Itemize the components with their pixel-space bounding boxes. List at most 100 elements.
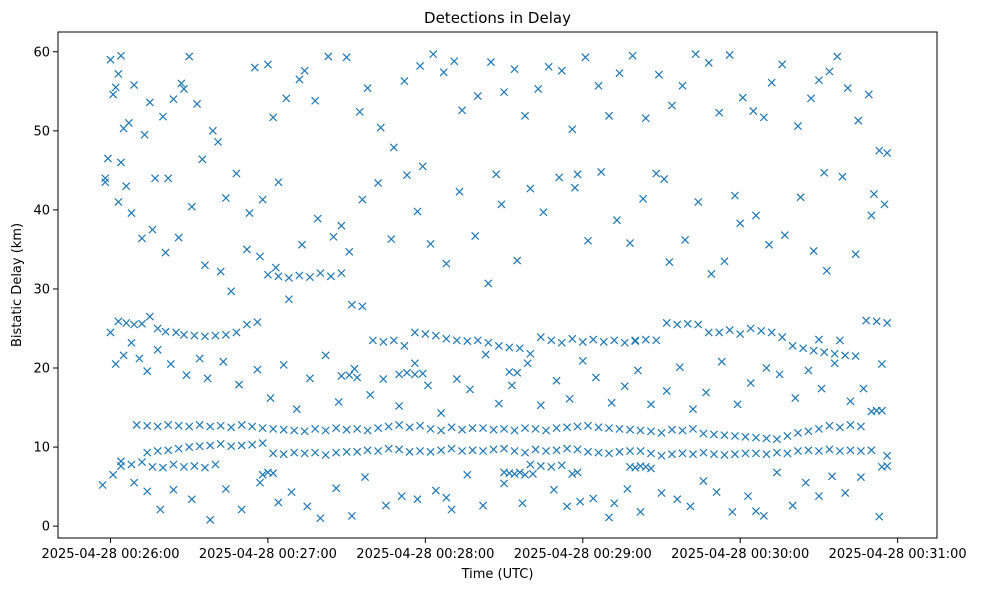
detection-point <box>395 445 404 454</box>
detection-point <box>814 424 823 433</box>
detection-point <box>688 450 698 459</box>
detection-point <box>363 446 372 455</box>
detection-point <box>447 505 456 514</box>
y-tick-label: 60 <box>33 45 50 60</box>
x-tick-label: 2025-04-28 00:28:00 <box>356 547 494 562</box>
detection-point <box>610 336 619 345</box>
detection-point <box>287 488 296 497</box>
detection-point <box>368 336 377 345</box>
detection-point <box>481 350 490 359</box>
detection-point <box>227 423 236 432</box>
detection-point <box>636 426 645 435</box>
detection-point <box>583 236 593 245</box>
detection-point <box>625 239 635 248</box>
detection-point <box>641 462 650 471</box>
detection-point <box>623 484 632 494</box>
x-tick-label: 2025-04-28 00:27:00 <box>199 547 337 562</box>
detection-point <box>271 263 280 272</box>
detection-point <box>258 439 267 448</box>
detection-point <box>439 68 448 77</box>
detection-point <box>200 463 209 472</box>
detection-point <box>820 168 829 177</box>
detection-point <box>410 370 419 379</box>
detection-point <box>140 130 149 139</box>
detection-point <box>316 514 325 523</box>
detection-point <box>576 497 585 506</box>
detection-point <box>221 484 230 494</box>
detection-point <box>458 425 467 434</box>
detection-point <box>872 317 881 326</box>
detection-point <box>846 446 855 455</box>
detection-point <box>594 448 603 457</box>
detection-point <box>311 448 320 457</box>
detection-point <box>523 359 532 368</box>
detection-point <box>639 194 648 203</box>
detection-point <box>557 461 566 470</box>
detection-point <box>772 448 781 457</box>
detection-point <box>208 126 217 135</box>
detection-point <box>859 384 868 393</box>
detection-point <box>109 90 118 99</box>
detection-point <box>452 336 461 345</box>
detection-point <box>174 444 183 453</box>
detection-point <box>376 123 385 132</box>
detection-point <box>646 427 656 436</box>
detection-point <box>780 231 789 240</box>
detection-point <box>410 328 419 337</box>
detection-point <box>437 446 446 455</box>
detection-point <box>114 197 123 207</box>
detection-point <box>673 320 682 329</box>
detection-point <box>565 394 574 403</box>
detection-point <box>833 52 842 61</box>
detection-point <box>880 200 889 209</box>
detection-point <box>694 197 703 207</box>
detection-point <box>156 505 165 514</box>
detection-point <box>426 447 435 456</box>
detection-point <box>547 336 556 345</box>
detection-point <box>402 368 412 377</box>
detection-point <box>431 486 440 495</box>
detection-point <box>875 512 884 521</box>
detection-point <box>130 478 139 487</box>
detection-point <box>822 266 831 275</box>
detection-point <box>116 51 125 60</box>
detection-point <box>256 478 265 487</box>
x-tick-label: 2025-04-28 00:31:00 <box>829 547 967 562</box>
detection-point <box>148 225 157 234</box>
x-tick-label: 2025-04-28 00:30:00 <box>671 547 809 562</box>
detection-point <box>877 360 886 369</box>
detection-point <box>736 329 745 339</box>
detection-point <box>864 90 873 99</box>
detection-point <box>662 318 671 327</box>
detection-point <box>137 458 146 467</box>
detection-point <box>620 382 629 391</box>
detection-point <box>400 341 409 350</box>
detection-point <box>381 501 391 510</box>
detection-point <box>492 170 501 179</box>
detection-point <box>730 191 739 200</box>
detection-point <box>547 462 556 471</box>
detection-point <box>326 272 335 281</box>
detection-point <box>418 162 427 171</box>
detection-point <box>720 257 729 266</box>
detection-point <box>442 334 451 343</box>
detection-point <box>500 88 509 97</box>
detection-point <box>284 273 293 282</box>
detection-point <box>544 62 553 71</box>
detection-point <box>237 420 246 429</box>
detection-point <box>342 425 351 434</box>
detection-point <box>552 446 561 455</box>
detection-point <box>426 424 435 433</box>
detection-point <box>778 60 787 69</box>
detection-point <box>245 209 254 218</box>
detection-point <box>195 442 204 451</box>
detection-point <box>379 375 388 384</box>
detection-point <box>510 426 519 435</box>
detection-point <box>788 341 797 350</box>
detection-point <box>507 381 516 390</box>
detection-point <box>248 440 257 449</box>
y-tick-label: 0 <box>42 520 50 535</box>
detection-point <box>751 507 760 516</box>
detection-point <box>185 443 194 452</box>
detection-point <box>279 450 288 459</box>
